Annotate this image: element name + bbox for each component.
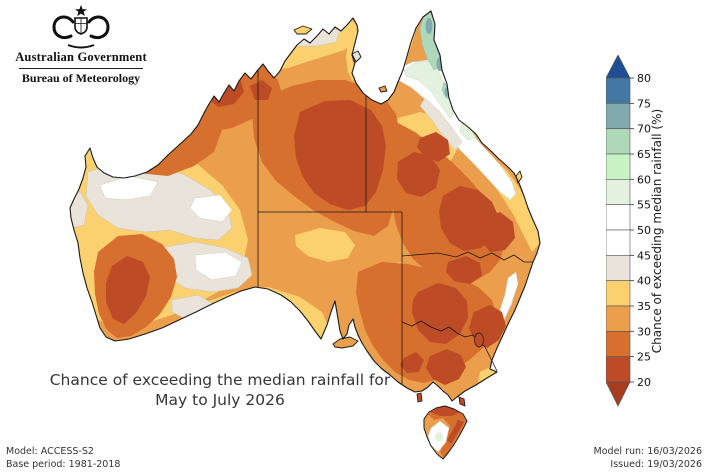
colorbar-tick-label: 60 [637, 173, 651, 186]
colorbar-bin [606, 356, 631, 383]
colorbar-bin [606, 179, 631, 205]
colorbar-bin [606, 103, 631, 129]
colorbar-tick-label: 70 [637, 123, 651, 136]
government-title: Australian Government [15, 50, 147, 64]
colorbar-bin [606, 229, 631, 256]
colorbar-arrow-top [606, 55, 631, 79]
colorbar-arrow-bottom [606, 381, 631, 407]
agency-title: Bureau of Meteorology [21, 70, 141, 85]
map-title-line1: Chance of exceeding the median rainfall … [49, 371, 391, 389]
colorbar-bin [606, 331, 631, 357]
colorbar-tick-label: 75 [637, 97, 651, 110]
colorbar-tick-label: 65 [637, 148, 651, 161]
colorbar-bin [606, 255, 631, 281]
colorbar-tick-label: 30 [637, 325, 651, 338]
colorbar-bin [606, 305, 631, 332]
footer-model-run: Model run: 16/03/2026 [593, 446, 702, 457]
coat-of-arms-icon [52, 5, 110, 49]
colorbar: 80 75 70 65 60 55 50 45 40 35 30 25 20 [606, 55, 651, 407]
map-title-line2: May to July 2026 [155, 391, 285, 410]
footer-issued: Issued: 19/03/2026 [610, 459, 702, 470]
colorbar-bin [606, 128, 631, 155]
colorbar-tick-label: 45 [637, 249, 651, 262]
colorbar-tick-label: 25 [637, 351, 651, 364]
coastline [69, 10, 541, 460]
colorbar-bin [606, 77, 631, 104]
colorbar-tick-label: 55 [637, 199, 651, 212]
colorbar-tick-label: 35 [637, 300, 651, 313]
logo-divider [19, 67, 143, 69]
colorbar-bin [606, 153, 631, 180]
colorbar-axis-label: Chance of exceeding median rainfall (%) [650, 108, 664, 354]
act-border [474, 332, 484, 348]
colorbar-tick-label: 20 [637, 376, 651, 389]
footer-model: Model: ACCESS-S2 [6, 446, 94, 457]
colorbar-bin [606, 280, 631, 307]
bom-logo: Australian Government Bureau of Meteorol… [6, 4, 156, 85]
colorbar-tick-label: 50 [637, 224, 651, 237]
map-title: Chance of exceeding the median rainfall … [30, 370, 410, 410]
colorbar-tick-label: 80 [637, 72, 651, 85]
colorbar-bin [606, 204, 631, 231]
footer-base-period: Base period: 1981-2018 [6, 459, 121, 470]
colorbar-tick-label: 40 [637, 275, 651, 288]
